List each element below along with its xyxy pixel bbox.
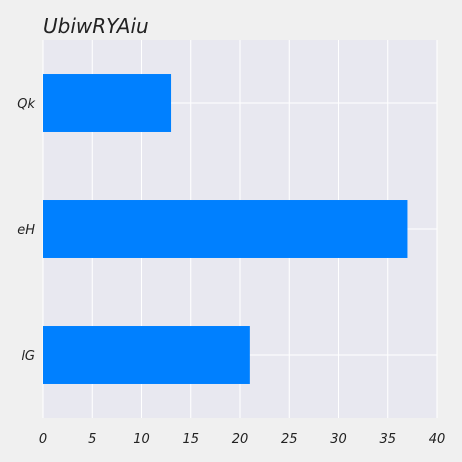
x-tick-label: 0 xyxy=(39,432,47,447)
x-tick-label: 35 xyxy=(379,432,396,447)
x-tick-label: 25 xyxy=(281,432,298,447)
bars xyxy=(43,74,408,384)
bar-eH xyxy=(43,200,408,258)
bar-Qk xyxy=(43,74,172,132)
x-tick-label: 10 xyxy=(133,432,150,447)
x-tick-label: 40 xyxy=(429,432,446,447)
x-axis-tick-labels: 0 5 10 15 20 25 30 35 40 xyxy=(39,432,445,447)
y-tick-label: eH xyxy=(17,223,35,238)
y-tick-label: Qk xyxy=(17,97,35,112)
x-tick-label: 20 xyxy=(232,432,249,447)
x-tick-label: 5 xyxy=(88,432,96,447)
bar-lG xyxy=(43,326,250,384)
x-tick-label: 15 xyxy=(182,432,199,447)
x-tick-label: 30 xyxy=(330,432,347,447)
chart-title: UbiwRYAiu xyxy=(43,14,149,38)
y-axis-tick-labels: Qk eH lG xyxy=(17,97,35,364)
y-tick-label: lG xyxy=(21,349,35,364)
